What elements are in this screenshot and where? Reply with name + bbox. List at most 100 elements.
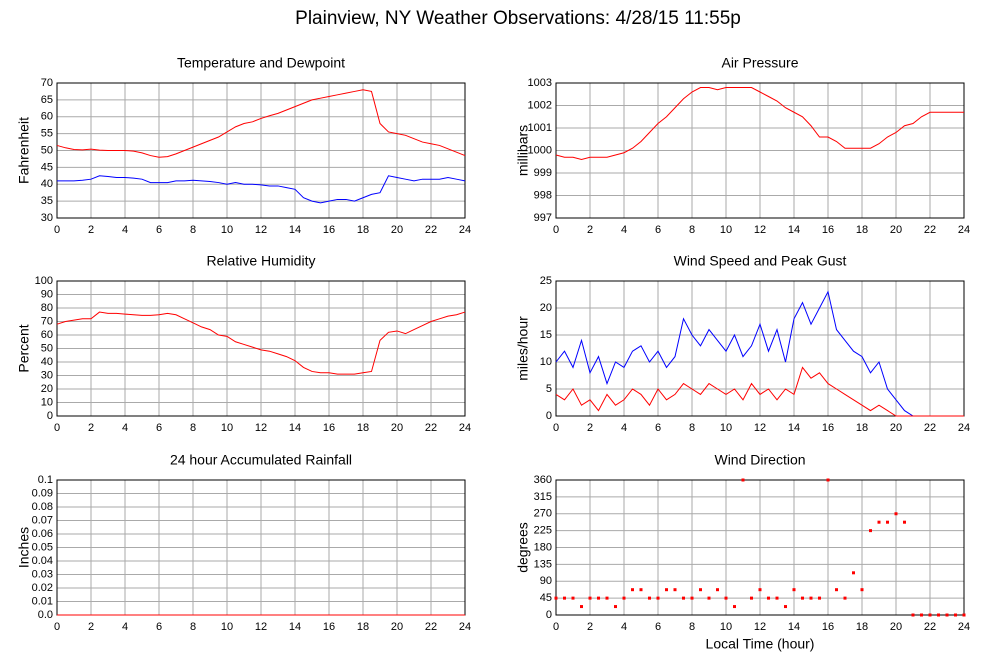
- y-tick-label: 30: [41, 212, 53, 224]
- data-point: [597, 596, 600, 600]
- y-tick-label: 0.04: [32, 555, 53, 567]
- y-axis-label: degrees: [515, 522, 531, 573]
- y-tick-label: 15: [540, 329, 552, 341]
- plot-frame: [555, 479, 965, 616]
- data-point: [928, 613, 932, 617]
- y-tick-label: 30: [41, 369, 53, 381]
- x-tick-label: 20: [391, 621, 403, 633]
- data-point: [852, 571, 855, 575]
- y-tick-label: 20: [540, 302, 552, 314]
- y-tick-label: 20: [41, 383, 53, 395]
- x-tick-label: 0: [54, 621, 60, 633]
- x-tick-label: 8: [190, 224, 196, 236]
- x-tick-label: 22: [924, 621, 936, 633]
- x-tick-label: 4: [122, 621, 128, 633]
- x-tick-label: 4: [621, 621, 627, 633]
- x-tick-label: 12: [754, 621, 766, 633]
- y-tick-label: 0.06: [32, 528, 53, 540]
- data-point: [673, 588, 677, 592]
- data-point: [903, 520, 906, 524]
- x-tick-label: 8: [689, 422, 695, 434]
- x-tick-label: 6: [156, 621, 162, 633]
- y-tick-label: 0.1: [38, 474, 53, 486]
- y-tick-label: 10: [41, 396, 53, 408]
- data-point: [869, 529, 872, 533]
- plot-frame: [56, 82, 466, 219]
- y-tick-label: 1003: [528, 77, 552, 89]
- data-point: [554, 596, 558, 600]
- x-tick-label: 6: [655, 224, 661, 236]
- x-tick-label: 14: [788, 224, 800, 236]
- chart-title: Air Pressure: [721, 55, 798, 71]
- x-tick-label: 22: [924, 422, 936, 434]
- data-point: [784, 605, 787, 609]
- y-tick-label: 999: [534, 167, 552, 179]
- data-point: [843, 596, 847, 600]
- data-point: [724, 596, 728, 600]
- y-tick-label: 45: [41, 161, 53, 173]
- x-tick-label: 22: [924, 224, 936, 236]
- x-tick-label: 18: [357, 422, 369, 434]
- y-tick-label: 0.08: [32, 501, 53, 513]
- x-tick-label: 16: [822, 224, 834, 236]
- series-line: [555, 87, 964, 161]
- y-tick-label: 0.07: [32, 514, 53, 526]
- data-point: [631, 588, 634, 592]
- x-tick-label: 20: [890, 621, 902, 633]
- data-point: [690, 596, 694, 600]
- x-tick-label: 2: [88, 224, 94, 236]
- page-title: Plainview, NY Weather Observations: 4/28…: [295, 8, 741, 29]
- y-axis-label: Inches: [16, 527, 32, 568]
- y-tick-label: 1002: [528, 99, 552, 111]
- chart-panel: Wind Direction degrees Local Time (hour) 0 4…: [515, 452, 970, 652]
- data-point: [886, 520, 889, 524]
- x-tick-label: 6: [156, 224, 162, 236]
- y-tick-label: 225: [534, 525, 552, 537]
- x-tick-label: 14: [289, 621, 301, 633]
- data-point: [877, 520, 881, 524]
- data-point: [639, 588, 643, 592]
- plot-frame: [56, 280, 466, 417]
- x-tick-label: 22: [425, 621, 437, 633]
- data-point: [665, 588, 668, 592]
- data-point: [801, 596, 804, 600]
- y-tick-label: 0: [47, 410, 53, 422]
- chart-panel: Air Pressure millibars 997 998 999 1000 1001 10…: [515, 55, 970, 236]
- x-tick-label: 16: [323, 621, 335, 633]
- y-tick-label: 80: [41, 302, 53, 314]
- data-point: [741, 478, 745, 482]
- chart-panel: 24 hour Accumulated Rainfall Inches 0.0 0.0…: [16, 452, 471, 633]
- data-point: [835, 588, 838, 592]
- x-tick-label: 24: [459, 621, 471, 633]
- y-tick-label: 360: [534, 474, 552, 486]
- y-tick-label: 45: [540, 592, 552, 604]
- y-tick-label: 0: [546, 609, 552, 621]
- y-tick-label: 135: [534, 558, 552, 570]
- x-tick-label: 6: [156, 422, 162, 434]
- y-tick-label: 60: [41, 111, 53, 123]
- y-tick-label: 998: [534, 189, 552, 201]
- x-tick-label: 24: [958, 224, 970, 236]
- x-tick-label: 24: [958, 422, 970, 434]
- x-tick-label: 16: [822, 621, 834, 633]
- x-tick-label: 14: [289, 224, 301, 236]
- data-point: [563, 596, 566, 600]
- x-tick-label: 0: [54, 224, 60, 236]
- x-tick-label: 18: [856, 224, 868, 236]
- chart-panel: Temperature and DewpointFahrenheit303540…: [16, 55, 471, 236]
- x-tick-label: 18: [856, 422, 868, 434]
- chart-title: Wind Direction: [714, 452, 805, 468]
- x-tick-label: 0: [553, 422, 559, 434]
- chart-panel: Relative HumidityPercent0102030405060708…: [16, 253, 471, 434]
- data-point: [733, 605, 736, 609]
- y-axis-label: Percent: [16, 324, 32, 372]
- y-tick-label: 70: [41, 77, 53, 89]
- x-tick-label: 12: [255, 621, 267, 633]
- series-line: [57, 175, 466, 204]
- data-point: [826, 478, 830, 482]
- data-point: [792, 588, 796, 592]
- x-tick-label: 24: [958, 621, 970, 633]
- x-tick-label: 20: [890, 224, 902, 236]
- x-tick-label: 24: [459, 422, 471, 434]
